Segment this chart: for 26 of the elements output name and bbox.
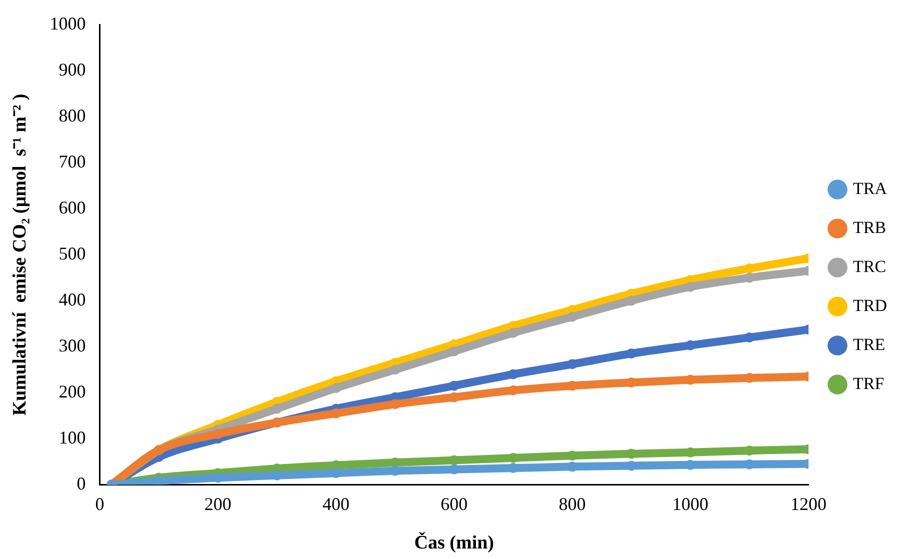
legend-label: TRC [853,256,886,276]
y-tick-label: 100 [58,427,86,448]
y-tick-label: 1000 [50,14,86,34]
x-axis-title: Čas (min) [414,532,494,554]
legend-label: TRE [853,334,886,354]
y-tick-label: 200 [58,381,86,402]
y-tick-label: 600 [58,197,86,218]
y-tick-label: 0 [76,473,86,494]
x-tick-label: 1200 [790,494,826,514]
legend-label: TRA [853,178,888,198]
x-tick-label: 0 [95,494,104,514]
y-tick-label: 900 [58,60,86,80]
y-tick-label: 700 [58,151,86,172]
y-tick-label: 500 [58,243,86,264]
x-tick-label: 400 [322,494,350,514]
y-tick-label: 300 [58,335,86,356]
legend-label: TRD [853,296,887,315]
y-tick-label: 400 [58,289,86,310]
legend-label: TRF [853,374,884,393]
y-tick-label: 800 [58,105,86,126]
x-tick-label: 1000 [672,494,708,514]
x-tick-label: 800 [558,494,586,514]
legend-label: TRB [853,218,886,237]
y-axis-title: Kumulativní emise CO₂ (µmol s⁻¹ m⁻² ) [9,94,30,416]
x-tick-label: 200 [204,494,232,514]
x-tick-label: 600 [440,494,468,514]
